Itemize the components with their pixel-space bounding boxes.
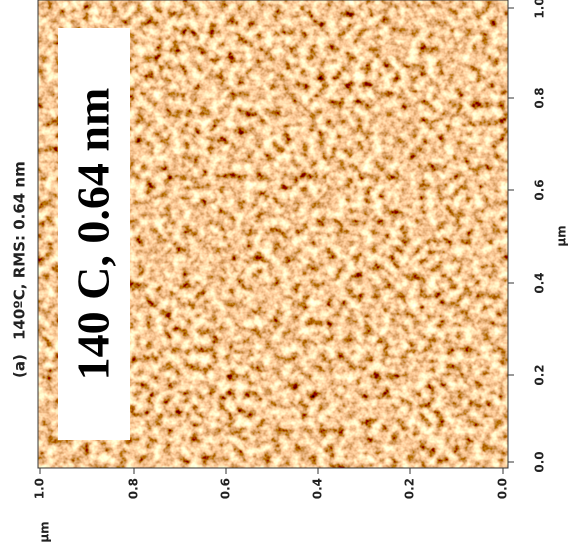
caption-label: (a) (11, 354, 29, 378)
overlay-box (58, 28, 130, 440)
bottom-tick-label: 1.0 (33, 478, 47, 499)
bottom-tick-label: 0.8 (127, 478, 141, 499)
right-tick-label: 0.2 (533, 364, 547, 385)
bottom-tick-label: 0.6 (219, 478, 233, 499)
bottom-tick-label: 0.4 (311, 478, 325, 499)
overlay-label: 140 C, 0.64 nm (68, 88, 119, 381)
bottom-tick-label: 0.0 (496, 478, 510, 499)
bottom-axis-unit: µm (38, 521, 52, 542)
bottom-tick-label: 0.2 (403, 478, 417, 499)
right-tick-label: 0.8 (533, 87, 547, 108)
axes: 1.0 0.8 0.6 0.4 0.2 0.0 µm 0.0 0.2 0.4 0.6 0.8 1.0 µm (33, 0, 569, 543)
caption-text: 140ºC, RMS: 0.64 nm (11, 161, 29, 340)
right-tick-label: 0.4 (533, 272, 547, 293)
right-axis-unit: µm (555, 225, 569, 246)
right-tick-label: 0.6 (533, 179, 547, 200)
right-tick-label: 0.0 (533, 451, 547, 472)
right-tick-label: 1.0 (533, 0, 547, 19)
image-frame (37, 0, 509, 469)
